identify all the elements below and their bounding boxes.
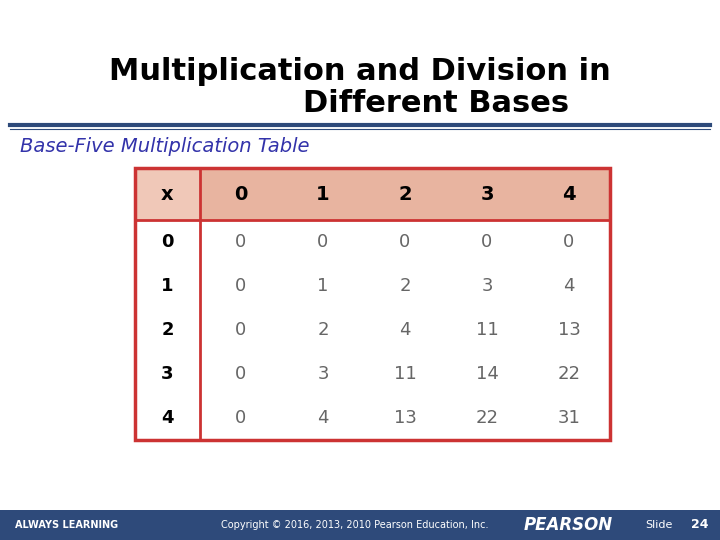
- Text: 13: 13: [557, 321, 580, 339]
- Bar: [135, 168, 200, 220]
- Text: PEARSON: PEARSON: [523, 516, 613, 534]
- Text: 0: 0: [400, 233, 410, 251]
- Text: 0: 0: [235, 365, 247, 383]
- Text: 11: 11: [476, 321, 498, 339]
- Text: 0: 0: [235, 277, 247, 295]
- Text: 11: 11: [394, 365, 416, 383]
- Text: Multiplication and Division in: Multiplication and Division in: [109, 57, 611, 86]
- Text: 3: 3: [480, 185, 494, 204]
- Text: Slide: Slide: [645, 520, 672, 530]
- Text: 3: 3: [318, 365, 329, 383]
- Text: 0: 0: [161, 233, 174, 251]
- Text: 4: 4: [161, 409, 174, 427]
- Text: 0: 0: [318, 233, 328, 251]
- Text: ALWAYS LEARNING: ALWAYS LEARNING: [15, 520, 118, 530]
- Text: 31: 31: [557, 409, 580, 427]
- Text: x: x: [161, 185, 174, 204]
- Text: 0: 0: [563, 233, 575, 251]
- Text: Different Bases: Different Bases: [303, 90, 569, 118]
- Text: 0: 0: [235, 409, 247, 427]
- Text: 2: 2: [318, 321, 329, 339]
- Text: 3: 3: [481, 277, 492, 295]
- Bar: [0, 510, 720, 540]
- Text: 22: 22: [475, 409, 498, 427]
- Text: 0: 0: [482, 233, 492, 251]
- Text: Copyright © 2016, 2013, 2010 Pearson Education, Inc.: Copyright © 2016, 2013, 2010 Pearson Edu…: [221, 520, 489, 530]
- Text: 2: 2: [400, 277, 410, 295]
- Text: 22: 22: [557, 365, 580, 383]
- Text: 3: 3: [161, 365, 174, 383]
- Bar: [135, 220, 610, 440]
- Text: 4: 4: [563, 277, 575, 295]
- Text: Base-Five Multiplication Table: Base-Five Multiplication Table: [20, 138, 310, 157]
- Text: 4: 4: [562, 185, 576, 204]
- Text: 2: 2: [398, 185, 412, 204]
- Text: 4: 4: [400, 321, 410, 339]
- Bar: [135, 168, 610, 220]
- Text: 0: 0: [234, 185, 248, 204]
- Text: 2: 2: [161, 321, 174, 339]
- Text: 0: 0: [235, 321, 247, 339]
- Text: 14: 14: [476, 365, 498, 383]
- Bar: [135, 168, 610, 440]
- Text: 1: 1: [161, 277, 174, 295]
- Text: 1: 1: [318, 277, 329, 295]
- Text: 4: 4: [318, 409, 329, 427]
- Text: 0: 0: [235, 233, 247, 251]
- Text: 1: 1: [316, 185, 330, 204]
- Text: 24: 24: [691, 518, 708, 531]
- Text: 13: 13: [394, 409, 416, 427]
